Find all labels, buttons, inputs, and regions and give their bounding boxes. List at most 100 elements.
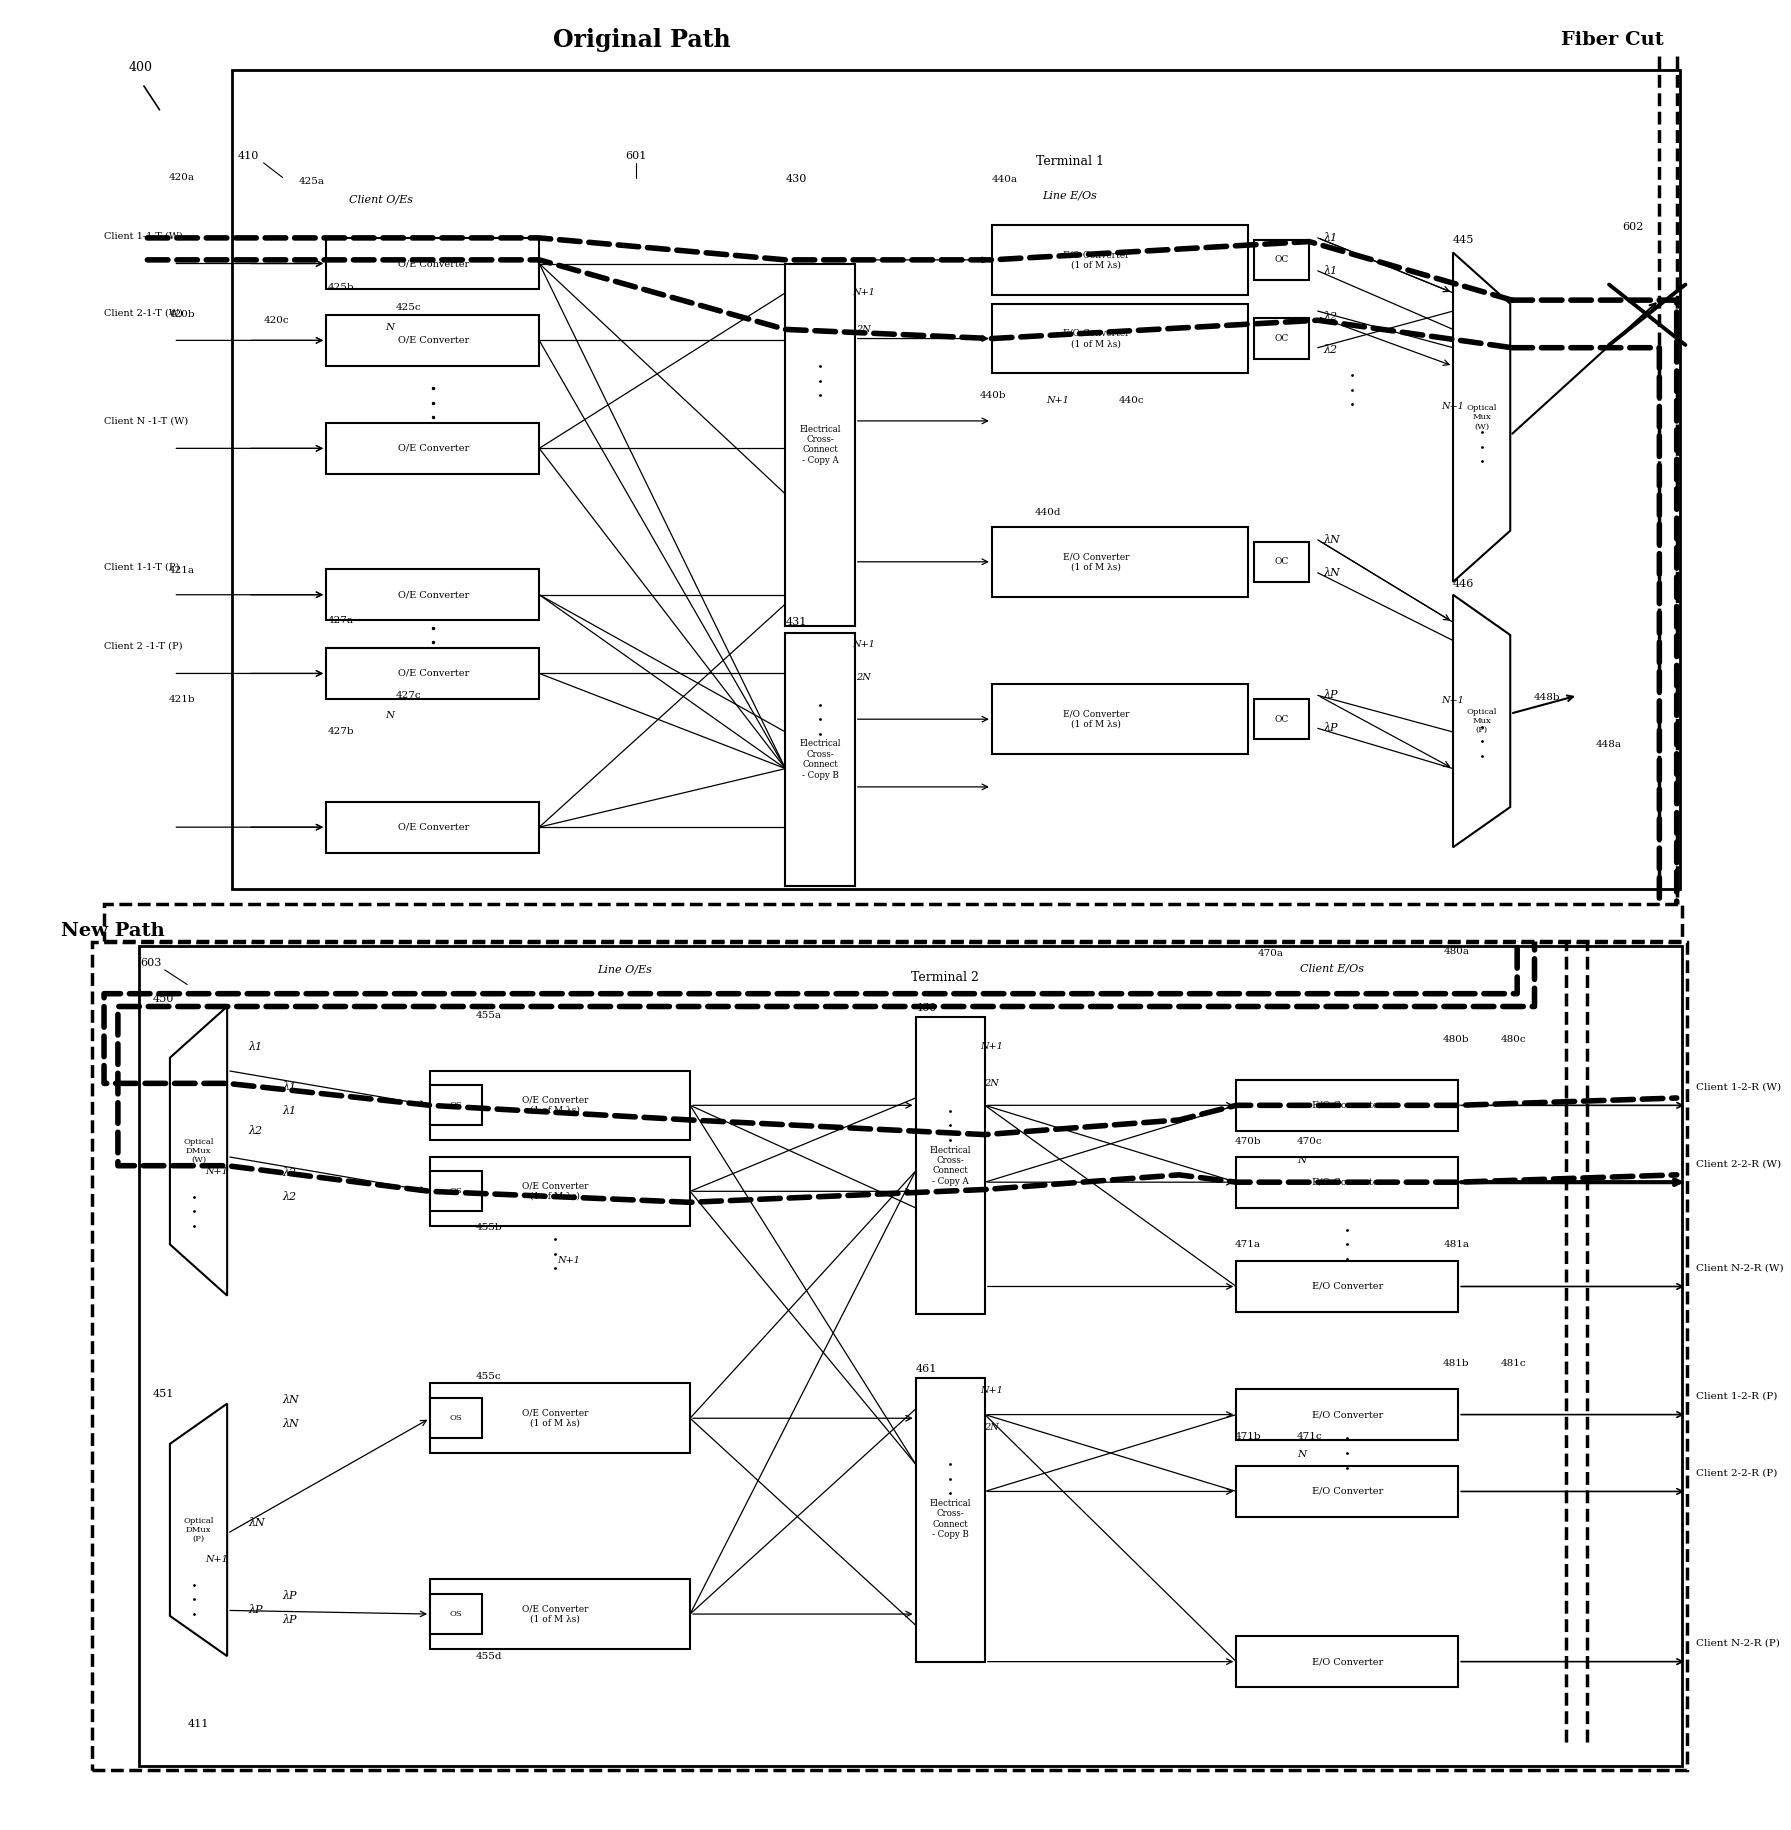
Text: 455a: 455a: [476, 1012, 501, 1019]
Text: OS: OS: [450, 1188, 462, 1195]
Text: 455b: 455b: [476, 1224, 501, 1232]
Text: λN: λN: [283, 1418, 299, 1429]
Bar: [430, 1398, 482, 1438]
Text: E/O Converter: E/O Converter: [1311, 1179, 1383, 1186]
Text: 421b: 421b: [168, 695, 195, 703]
Text: Electrical
Cross-
Connect
- Copy B: Electrical Cross- Connect - Copy B: [799, 739, 842, 780]
Text: 481c: 481c: [1501, 1360, 1526, 1367]
Text: N: N: [1297, 1451, 1306, 1459]
Text: Client N-2-R (W): Client N-2-R (W): [1696, 1265, 1784, 1272]
Text: OC: OC: [1273, 335, 1288, 342]
Text: Terminal 2: Terminal 2: [912, 970, 980, 985]
Text: λ2: λ2: [247, 1125, 261, 1136]
Text: N+1: N+1: [853, 640, 876, 648]
Text: Client 2 -1-T (P): Client 2 -1-T (P): [104, 642, 183, 650]
Text: N+1: N+1: [980, 1043, 1003, 1050]
Text: 2N: 2N: [856, 326, 870, 333]
Text: N+1: N+1: [853, 289, 876, 296]
Bar: [1254, 542, 1309, 582]
Text: λP: λP: [1324, 690, 1338, 701]
Text: N+1: N+1: [980, 1387, 1003, 1394]
Text: E/O Converter
(1 of M λs): E/O Converter (1 of M λs): [1062, 553, 1128, 571]
Bar: [138, 946, 1682, 1766]
Text: New Path: New Path: [61, 922, 165, 941]
Bar: [326, 238, 539, 289]
Text: 461: 461: [915, 1363, 937, 1374]
Text: Client O/Es: Client O/Es: [349, 194, 414, 205]
Bar: [430, 1171, 482, 1211]
Text: 430: 430: [786, 174, 806, 185]
Text: λN: λN: [1324, 534, 1340, 545]
Text: Fiber Cut: Fiber Cut: [1562, 31, 1664, 49]
Text: N+1: N+1: [1442, 403, 1465, 410]
Bar: [430, 1383, 690, 1453]
Text: λN: λN: [1324, 567, 1340, 578]
Text: 425a: 425a: [299, 178, 324, 185]
Text: λ2: λ2: [283, 1168, 297, 1179]
Bar: [233, 70, 1680, 889]
Text: O/E Converter
(1 of M λs): O/E Converter (1 of M λs): [521, 1605, 587, 1623]
Text: Client 1-1-T (P): Client 1-1-T (P): [104, 564, 179, 571]
Bar: [915, 1017, 985, 1314]
Bar: [1236, 1157, 1458, 1208]
Text: 420b: 420b: [168, 311, 195, 318]
Text: λP: λP: [283, 1590, 297, 1601]
Text: 480a: 480a: [1444, 948, 1469, 955]
Bar: [326, 569, 539, 620]
Text: Client 1-2-R (W): Client 1-2-R (W): [1696, 1083, 1780, 1091]
Bar: [1254, 318, 1309, 359]
Text: λP: λP: [283, 1614, 297, 1625]
Text: O/E Converter: O/E Converter: [398, 670, 469, 677]
Text: 440d: 440d: [1035, 509, 1062, 516]
Text: 450: 450: [152, 994, 174, 1005]
Text: 421a: 421a: [168, 567, 193, 575]
Text: E/O Converter
(1 of M λs): E/O Converter (1 of M λs): [1062, 710, 1128, 728]
Text: 448b: 448b: [1533, 694, 1560, 701]
Text: Electrical
Cross-
Connect
- Copy B: Electrical Cross- Connect - Copy B: [930, 1499, 971, 1539]
Bar: [1236, 1466, 1458, 1517]
Polygon shape: [170, 1007, 227, 1296]
Text: λ2: λ2: [283, 1191, 297, 1202]
Bar: [992, 684, 1248, 754]
Bar: [915, 1378, 985, 1662]
Text: 455d: 455d: [476, 1652, 501, 1660]
Text: 471b: 471b: [1234, 1433, 1261, 1440]
Text: Electrical
Cross-
Connect
- Copy A: Electrical Cross- Connect - Copy A: [799, 425, 842, 465]
Text: E/O Converter: E/O Converter: [1311, 1283, 1383, 1290]
Text: λ2: λ2: [1324, 311, 1338, 322]
Text: λ1: λ1: [247, 1041, 261, 1052]
Text: OC: OC: [1273, 558, 1288, 565]
Text: Optical
Mux
(W): Optical Mux (W): [1467, 404, 1497, 430]
Text: 411: 411: [188, 1718, 208, 1729]
Polygon shape: [1453, 595, 1510, 847]
Text: O/E Converter: O/E Converter: [398, 824, 469, 831]
Text: Client 2-1-T (W): Client 2-1-T (W): [104, 309, 183, 317]
Text: OS: OS: [450, 1102, 462, 1109]
Text: Client 1-1-T (W): Client 1-1-T (W): [104, 232, 183, 240]
Text: 420c: 420c: [263, 317, 288, 324]
Text: λ1: λ1: [283, 1082, 297, 1093]
Text: 601: 601: [625, 150, 647, 161]
Text: E/O Converter: E/O Converter: [1311, 1658, 1383, 1665]
Bar: [1236, 1389, 1458, 1440]
Bar: [91, 942, 1687, 1770]
Bar: [326, 315, 539, 366]
Text: N+1: N+1: [1442, 697, 1465, 705]
Bar: [326, 423, 539, 474]
Text: 427c: 427c: [396, 692, 421, 699]
Bar: [786, 264, 854, 626]
Text: 440a: 440a: [992, 176, 1017, 183]
Text: 451: 451: [152, 1389, 174, 1400]
Text: 425b: 425b: [328, 284, 355, 291]
Text: OS: OS: [450, 1610, 462, 1618]
Polygon shape: [170, 1404, 227, 1656]
Text: Terminal 1: Terminal 1: [1035, 154, 1103, 168]
Bar: [430, 1579, 690, 1649]
Text: λP: λP: [247, 1605, 263, 1616]
Text: 448a: 448a: [1596, 741, 1623, 748]
Text: λ1: λ1: [1324, 265, 1338, 276]
Text: O/E Converter: O/E Converter: [398, 337, 469, 344]
Text: 470a: 470a: [1257, 950, 1284, 957]
Text: 440c: 440c: [1118, 397, 1144, 404]
Text: Client N-2-R (P): Client N-2-R (P): [1696, 1640, 1780, 1647]
